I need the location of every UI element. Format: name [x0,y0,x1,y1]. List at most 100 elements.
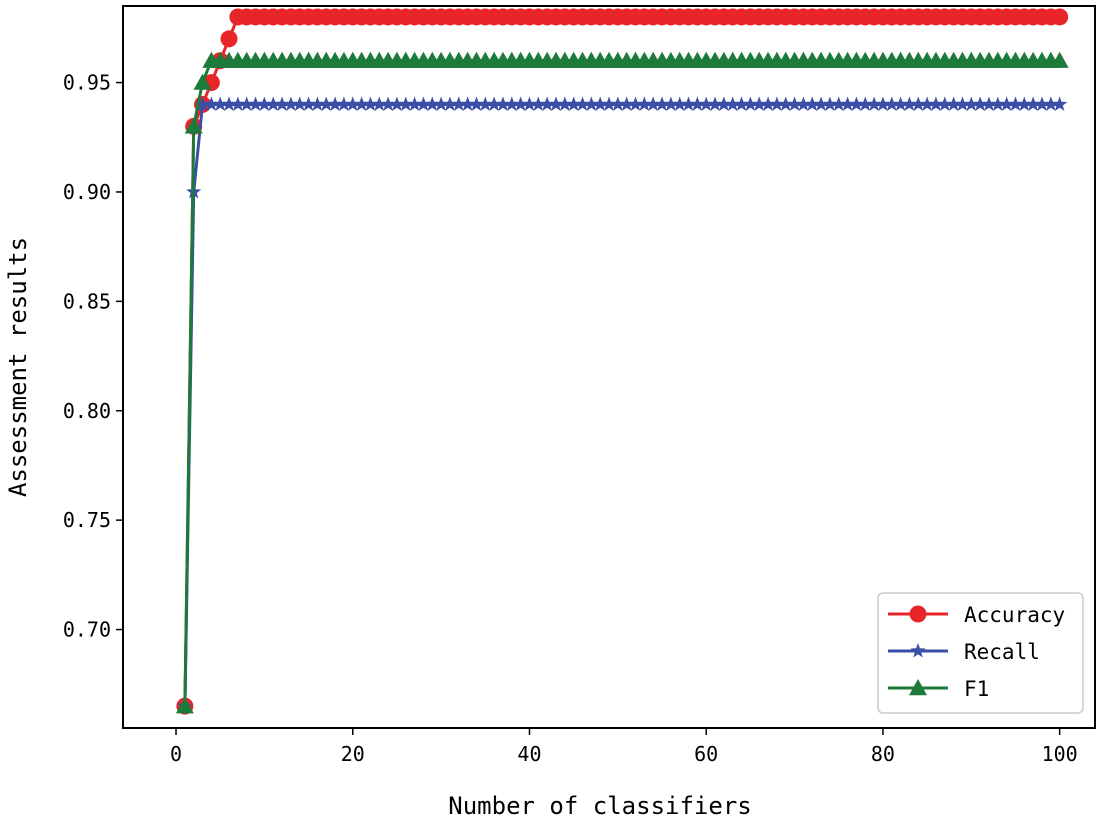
data-point [831,96,847,111]
data-point [230,96,246,111]
data-point [1050,51,1069,68]
legend-marker [909,605,927,623]
data-point [301,96,317,111]
data-point [513,96,529,111]
data-point [725,96,741,111]
data-point [857,96,873,111]
data-point [345,96,361,111]
data-point [751,96,767,111]
data-point [707,96,723,111]
data-point [981,96,997,111]
data-point [362,96,378,111]
data-point [910,96,926,111]
data-point [990,96,1006,111]
series-f1 [175,51,1069,714]
data-point [795,96,811,111]
y-axis-title: Assessment results [4,237,32,497]
data-point [733,96,750,111]
data-point [592,96,608,111]
data-point [194,96,211,111]
y-tick-label: 0.70 [63,618,111,642]
data-point [574,96,591,111]
data-point [327,96,343,111]
legend-label: Accuracy [964,603,1065,627]
data-point [901,96,917,111]
legend-label: Recall [964,640,1040,664]
data-point [292,96,308,111]
y-tick-label: 0.95 [63,71,111,95]
data-point [398,96,414,111]
data-point [1051,8,1069,26]
data-point [504,96,520,111]
data-point [380,96,396,111]
data-point [247,96,264,111]
x-axis: 0 20 40 60 80 100 [170,728,1078,766]
data-point [698,96,714,111]
data-point [884,96,900,111]
data-point [954,96,971,111]
data-point [689,96,705,111]
data-point [184,117,203,134]
data-point [919,96,935,111]
data-point [840,96,856,111]
data-point [389,96,405,111]
x-tick-label: 80 [871,742,895,766]
x-tick-label: 40 [517,742,541,766]
data-point [963,96,979,111]
data-point [256,96,272,111]
data-point [619,96,635,111]
data-point [415,96,431,111]
data-point [336,96,352,111]
data-point [742,96,758,111]
data-point [424,96,440,111]
data-point [548,96,564,111]
x-tick-label: 20 [341,742,365,766]
data-point [804,96,820,111]
data-point [848,96,864,111]
data-point [601,96,617,111]
data-point [928,96,944,111]
data-point [760,96,776,111]
data-point [636,96,652,111]
data-point [203,96,219,111]
data-point [468,96,485,111]
data-point [893,96,909,111]
y-tick-label: 0.85 [63,289,111,313]
data-point [175,697,194,714]
data-point [407,96,423,111]
data-point [460,96,476,111]
data-point [645,96,661,111]
data-point [521,96,538,111]
data-point [442,96,458,111]
data-point [193,73,212,90]
data-point [716,96,732,111]
legend-item-recall: Recall [888,640,1040,664]
x-tick-label: 100 [1042,742,1078,766]
data-point [813,96,829,111]
data-point [433,96,449,111]
data-point [654,96,670,111]
data-point [1034,96,1050,111]
data-point [663,96,679,111]
data-point [822,96,838,111]
data-point [1007,96,1024,111]
data-point [539,96,555,111]
data-point [239,96,255,111]
data-point [530,96,546,111]
data-point [769,96,785,111]
data-point [212,96,228,111]
y-tick-label: 0.75 [63,508,111,532]
data-point [937,96,953,111]
data-point [999,96,1015,111]
data-point [371,96,387,111]
data-point [1025,96,1041,111]
data-point [477,96,493,111]
data-point [318,96,334,111]
data-point [946,96,962,111]
data-point [309,96,325,111]
legend: Accuracy Recall F1 [877,592,1084,714]
data-point [566,96,582,111]
legend-item-accuracy: Accuracy [888,603,1065,627]
data-point [680,96,697,111]
